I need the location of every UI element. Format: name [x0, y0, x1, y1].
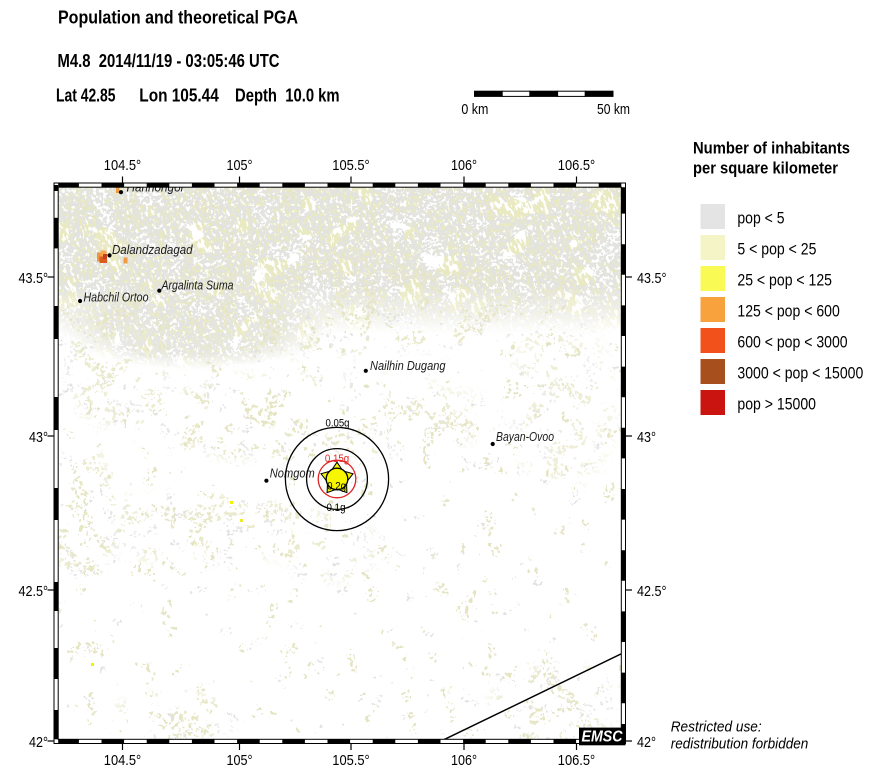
svg-text:105°: 105°	[227, 752, 253, 769]
svg-text:0.2g: 0.2g	[327, 481, 346, 493]
svg-text:50 km: 50 km	[597, 101, 630, 118]
svg-text:Lon 105.44: Lon 105.44	[139, 86, 219, 106]
svg-text:104.5°: 104.5°	[104, 157, 141, 174]
svg-text:105.5°: 105.5°	[332, 752, 369, 769]
svg-text:Nailhin Dugang: Nailhin Dugang	[370, 358, 446, 373]
svg-text:EMSC: EMSC	[582, 729, 623, 746]
svg-text:pop < 5: pop < 5	[737, 209, 784, 228]
svg-text:0 km: 0 km	[461, 101, 488, 118]
svg-text:per square kilometer: per square kilometer	[693, 160, 839, 178]
svg-text:M4.8 2014/11/19 - 03:05:46 UT: M4.8 2014/11/19 - 03:05:46 UTC	[58, 51, 280, 71]
svg-text:3000 < pop < 15000: 3000 < pop < 15000	[737, 364, 863, 383]
svg-text:105.5°: 105.5°	[332, 157, 369, 174]
svg-text:Depth 10.0 km: Depth 10.0 km	[235, 86, 340, 106]
svg-text:43°: 43°	[29, 429, 48, 446]
svg-text:25 < pop < 125: 25 < pop < 125	[737, 271, 832, 290]
svg-text:Hanhongor: Hanhongor	[127, 180, 186, 195]
svg-text:0.1g: 0.1g	[327, 502, 346, 514]
svg-text:Dalandzadagad: Dalandzadagad	[112, 242, 193, 257]
svg-text:Population and theoretical PGA: Population and theoretical PGA	[58, 8, 298, 28]
svg-text:106°: 106°	[451, 157, 477, 174]
svg-text:Bayan-Ovoo: Bayan-Ovoo	[496, 429, 554, 444]
svg-text:600 < pop < 3000: 600 < pop < 3000	[737, 333, 847, 352]
svg-text:106°: 106°	[451, 752, 477, 769]
svg-text:0.05g: 0.05g	[326, 418, 350, 430]
svg-text:Habchil Ortoo: Habchil Ortoo	[84, 290, 149, 305]
svg-text:Restricted use:: Restricted use:	[671, 720, 762, 736]
svg-text:42.5°: 42.5°	[637, 583, 667, 600]
svg-text:42°: 42°	[29, 734, 48, 751]
svg-text:43.5°: 43.5°	[637, 270, 667, 287]
svg-text:43.5°: 43.5°	[19, 270, 49, 287]
svg-text:0.15g: 0.15g	[325, 453, 349, 465]
svg-text:104.5°: 104.5°	[104, 752, 141, 769]
svg-text:42°: 42°	[637, 734, 656, 751]
svg-text:Argalinta Suma: Argalinta Suma	[161, 278, 234, 293]
svg-text:43°: 43°	[637, 429, 656, 446]
svg-text:42.5°: 42.5°	[19, 583, 49, 600]
svg-text:125 < pop < 600: 125 < pop < 600	[737, 302, 839, 321]
svg-text:pop > 15000: pop > 15000	[737, 395, 816, 414]
svg-text:Nomgom: Nomgom	[270, 466, 315, 481]
svg-text:106.5°: 106.5°	[558, 157, 595, 174]
svg-text:Lat 42.85: Lat 42.85	[56, 86, 116, 106]
svg-text:Number of inhabitants: Number of inhabitants	[693, 140, 850, 158]
svg-text:5 < pop < 25: 5 < pop < 25	[737, 240, 816, 259]
svg-text:105°: 105°	[227, 157, 253, 174]
svg-text:redistribution forbidden: redistribution forbidden	[671, 736, 809, 752]
svg-text:106.5°: 106.5°	[558, 752, 595, 769]
